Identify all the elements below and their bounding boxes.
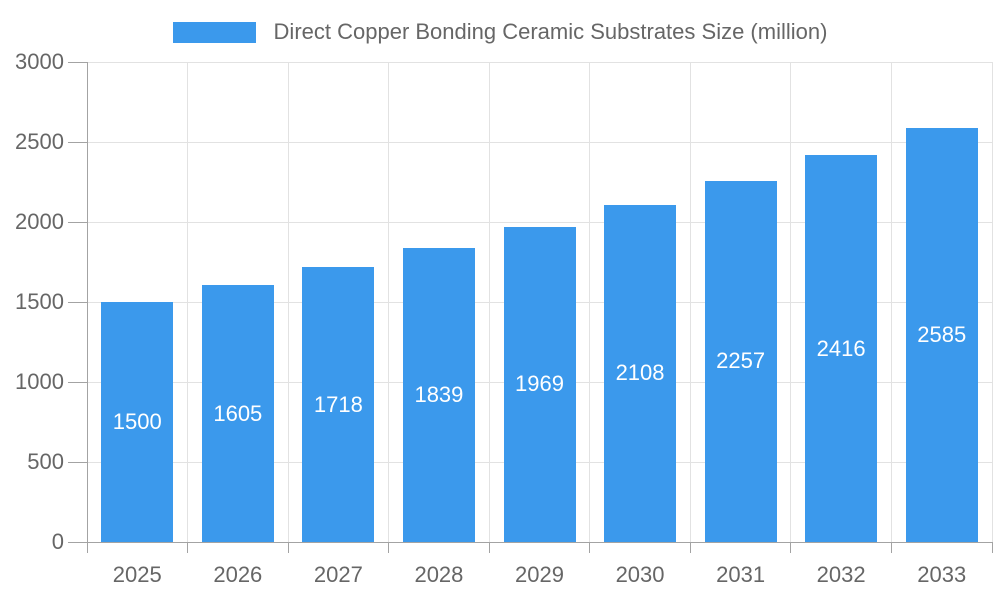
- x-tick-label: 2028: [414, 562, 464, 587]
- x-axis-tick: [187, 542, 189, 553]
- legend-item[interactable]: Direct Copper Bonding Ceramic Substrates…: [172, 19, 828, 45]
- gridline-horizontal: [87, 141, 992, 143]
- bar-value-label: 1839: [414, 381, 464, 407]
- bar-value-label: 2416: [816, 335, 866, 361]
- legend: Direct Copper Bonding Ceramic Substrates…: [0, 14, 1000, 50]
- y-tick-label: 1500: [15, 289, 64, 314]
- gridline-vertical: [790, 62, 792, 542]
- gridline-horizontal: [87, 61, 992, 63]
- bar-value-label: 1605: [213, 400, 263, 426]
- x-axis-tick: [388, 542, 390, 553]
- y-tick-label: 1000: [15, 369, 64, 394]
- y-axis-line: [86, 62, 88, 553]
- bar-value-label: 2585: [917, 322, 967, 348]
- x-tick-label: 2029: [515, 562, 564, 587]
- x-axis-tick: [287, 542, 289, 553]
- gridline-vertical: [287, 62, 289, 542]
- y-tick-label: 3000: [15, 49, 64, 74]
- x-tick-label: 2025: [112, 562, 162, 587]
- bar-value-label: 1500: [112, 409, 162, 434]
- x-axis-tick: [890, 542, 892, 553]
- x-tick-label: 2031: [716, 562, 766, 587]
- y-tick-label: 0: [51, 529, 64, 554]
- bar-value-label: 1969: [515, 371, 564, 397]
- bar[interactable]: 2585: [905, 128, 978, 542]
- y-tick-label: 2000: [15, 209, 64, 234]
- x-axis-tick: [991, 542, 993, 553]
- bar[interactable]: 1500: [101, 302, 174, 542]
- gridline-vertical: [488, 62, 490, 542]
- y-axis-tick: [68, 461, 87, 463]
- y-axis-tick: [68, 61, 87, 63]
- x-axis-tick: [589, 542, 591, 553]
- bar[interactable]: 1605: [201, 285, 274, 542]
- bar[interactable]: 1969: [503, 226, 576, 542]
- x-tick-label: 2030: [615, 562, 665, 587]
- x-axis-tick: [689, 542, 691, 553]
- legend-label: Direct Copper Bonding Ceramic Substrates…: [273, 19, 828, 44]
- y-axis-tick: [68, 381, 87, 383]
- gridline-vertical: [589, 62, 591, 542]
- y-axis-tick: [68, 541, 87, 543]
- y-axis-tick: [68, 301, 87, 303]
- gridline-vertical: [991, 62, 993, 542]
- bar-value-label: 1718: [313, 391, 363, 417]
- gridline-vertical: [689, 62, 691, 542]
- y-tick-label: 2500: [15, 129, 64, 154]
- bar[interactable]: 2108: [604, 204, 677, 542]
- bar-value-label: 2108: [615, 360, 665, 386]
- x-tick-label: 2027: [313, 562, 363, 587]
- x-tick-label: 2032: [816, 562, 866, 587]
- x-axis-tick: [790, 542, 792, 553]
- bar[interactable]: 1718: [302, 267, 375, 542]
- gridline-horizontal: [87, 221, 992, 223]
- y-axis-tick: [68, 141, 87, 143]
- gridline-vertical: [388, 62, 390, 542]
- x-axis-tick: [488, 542, 490, 553]
- bar[interactable]: 1839: [402, 247, 475, 542]
- bar[interactable]: 2416: [805, 155, 878, 542]
- bar-value-label: 2257: [716, 348, 766, 374]
- x-tick-label: 2033: [917, 562, 967, 587]
- gridline-vertical: [890, 62, 892, 542]
- y-axis-tick: [68, 221, 87, 223]
- x-tick-label: 2026: [213, 562, 263, 587]
- legend-swatch-icon: [172, 21, 256, 43]
- bar[interactable]: 2257: [704, 180, 777, 542]
- y-tick-label: 500: [27, 449, 64, 474]
- x-axis-line: [87, 541, 992, 543]
- gridline-vertical: [187, 62, 189, 542]
